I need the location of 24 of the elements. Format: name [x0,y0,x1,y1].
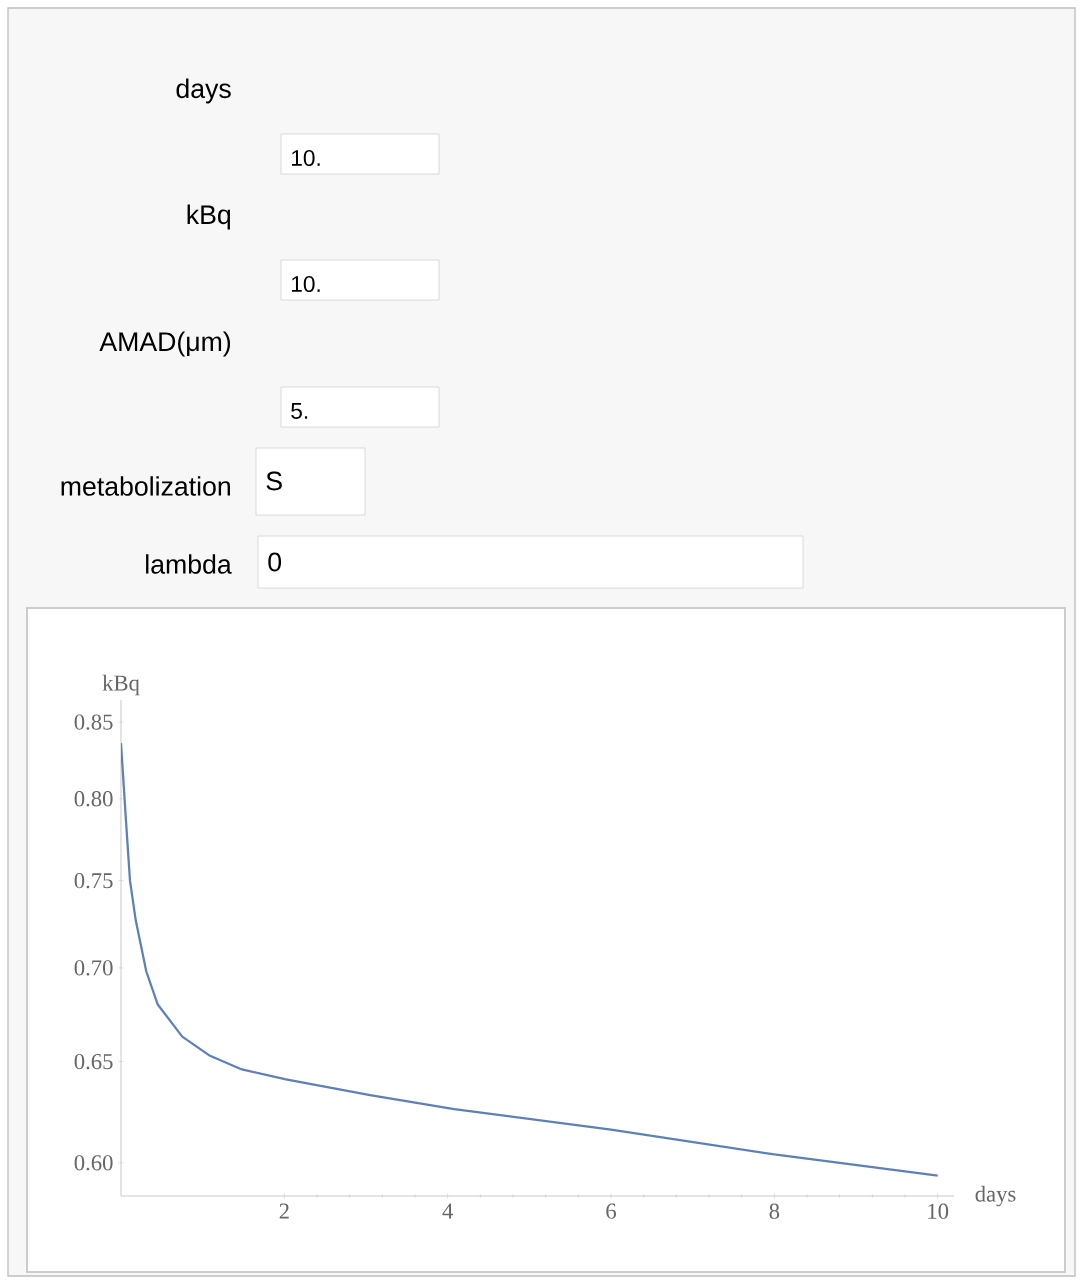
line-series [121,742,939,1177]
y-tick-label: 0.60 [74,1155,113,1171]
x-tick-label: 8 [769,1203,780,1219]
x-tick-label: 10 [928,1203,949,1219]
y-tick-label: 0.70 [74,960,113,976]
x-tick-label: 4 [442,1203,453,1219]
text: days [176,78,231,104]
y-tick-label: 0.65 [74,1053,113,1070]
text: metabolization [61,476,230,496]
x-axis-title: days [975,1185,1016,1207]
text: kBq [187,204,231,230]
text: 5. [291,403,308,419]
x-tick-label: 6 [606,1203,616,1219]
y-tick-label: 0.85 [74,714,113,730]
y-tick-label: 0.75 [74,872,113,889]
text: lambda [146,554,232,574]
x-tick-label: 2 [279,1203,289,1219]
y-tick-label: 0.80 [74,791,113,807]
y-axis-title: kBq [102,674,140,696]
text: 10. [292,149,320,167]
text: 0 [268,552,282,572]
text: AMAD(μm) [99,331,231,357]
text: 10. [292,275,320,293]
text: S [266,471,282,491]
